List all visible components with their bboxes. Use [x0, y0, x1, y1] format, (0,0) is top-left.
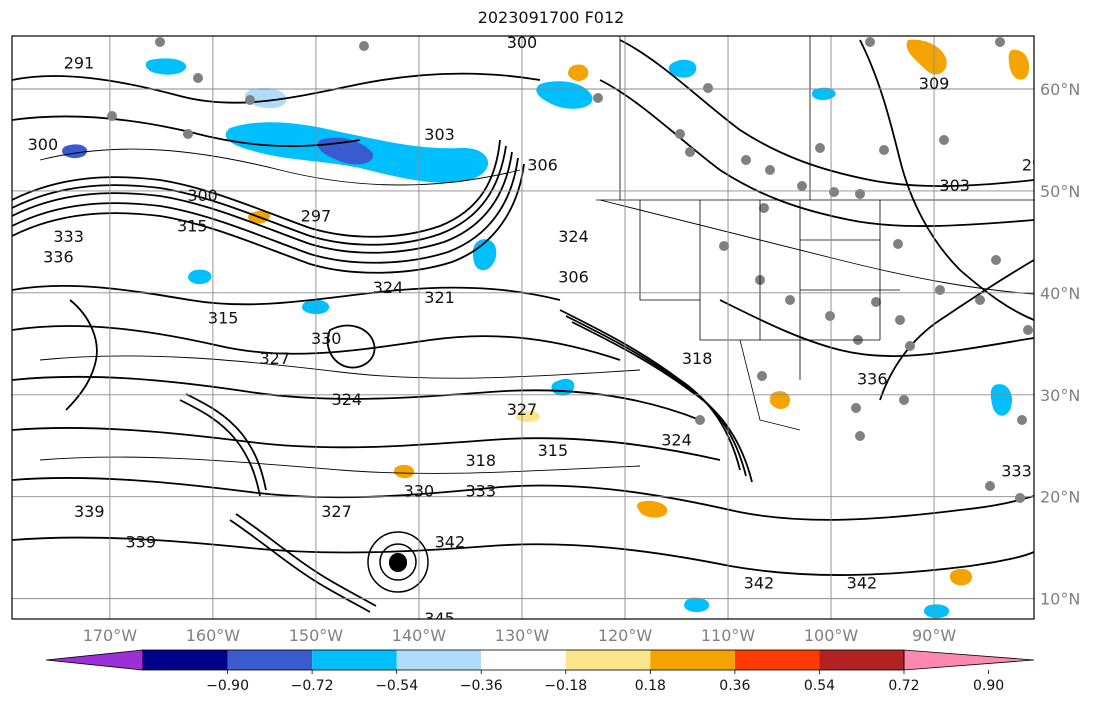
contour-label: 333 — [465, 482, 496, 501]
longitude-label: 100°W — [804, 626, 859, 645]
contour-label: 330 — [311, 329, 342, 348]
colorbar-bin — [565, 650, 651, 670]
longitude-label: 130°W — [495, 626, 550, 645]
latitude-label: 20°N — [1040, 488, 1080, 507]
contour-label: 339 — [126, 533, 157, 552]
storm-center-marker — [389, 554, 407, 572]
contour-label: 306 — [558, 268, 589, 287]
contour-label: 327 — [321, 502, 352, 521]
contour-label: 327 — [259, 349, 290, 368]
chart-title: 2023091700 F012 — [477, 8, 625, 27]
contour-label: 291 — [64, 54, 95, 73]
colorbar-tick-label: −0.72 — [291, 678, 334, 694]
colorbar-outline — [142, 649, 905, 671]
contour-label: 300 — [187, 186, 218, 205]
contour-label: 309 — [919, 74, 950, 93]
contour-label: 321 — [424, 288, 455, 307]
contour-labels: 2913003002973153333363243213153273303243… — [28, 33, 1073, 628]
contour-label: 294 — [1022, 156, 1053, 175]
contour-label: 324 — [661, 431, 692, 450]
contour-label: 342 — [847, 573, 878, 592]
colorbar-tick-label: 0.18 — [635, 678, 666, 694]
contour-label: 318 — [465, 451, 496, 470]
colorbar-tick-label: −0.90 — [206, 678, 249, 694]
map-frame — [11, 35, 1035, 620]
thin-contours — [39, 148, 1034, 474]
contour-label: 345 — [424, 609, 455, 628]
contour-label: 333 — [1001, 461, 1032, 480]
colorbar-bin — [481, 650, 566, 670]
colorbar-tick-label: −0.54 — [375, 678, 418, 694]
contour-label: 342 — [435, 533, 466, 552]
colorbar-tick-label: −0.36 — [460, 678, 503, 694]
longitude-label: 160°W — [186, 626, 241, 645]
contour-label: 324 — [332, 390, 363, 409]
colorbar-extend-low — [45, 649, 144, 671]
colorbar-bin — [650, 650, 735, 670]
contour-label: 324 — [373, 278, 404, 297]
latitude-label: 50°N — [1040, 182, 1080, 201]
contour-label: 318 — [682, 349, 713, 368]
contour-label: 336 — [857, 370, 888, 389]
colorbar-bin — [734, 650, 820, 670]
contour-label: 330 — [404, 482, 435, 501]
longitude-label: 120°W — [598, 626, 653, 645]
contour-label: 327 — [507, 400, 538, 419]
contour-label: 333 — [53, 227, 84, 246]
contour-label: 303 — [424, 125, 455, 144]
colorbar-tick-label: 0.72 — [888, 678, 919, 694]
latitude-label: 60°N — [1040, 80, 1080, 99]
longitude-label: 150°W — [289, 626, 344, 645]
contour-label: 315 — [538, 441, 569, 460]
colorbar-bin — [227, 650, 313, 670]
latitude-tick-labels: 60°N 50°N 40°N 30°N 20°N 10°N — [1040, 80, 1080, 609]
shading-positive — [248, 39, 1030, 586]
contour-label: 342 — [744, 573, 775, 592]
colorbar-tick-label: 0.90 — [973, 678, 1004, 694]
longitude-label: 90°W — [912, 626, 956, 645]
colorbar-tick-label: 0.54 — [804, 678, 835, 694]
colorbar-bin — [143, 650, 228, 670]
contour-label: 300 — [28, 135, 59, 154]
colorbar-tick-label: 0.36 — [719, 678, 750, 694]
colorbar: −0.90 −0.72 −0.54 −0.36 −0.18 0.18 0.36 0.54 0.7… — [45, 649, 1035, 694]
contour-label: 336 — [43, 247, 74, 266]
map-background — [12, 36, 1034, 619]
colorbar-extend-high — [903, 649, 1035, 671]
latitude-label: 10°N — [1040, 590, 1080, 609]
contour-label: 324 — [558, 227, 589, 246]
latitude-label: 30°N — [1040, 386, 1080, 405]
grid-lines — [12, 36, 1034, 619]
contour-label: 303 — [939, 176, 970, 195]
contour-label: 315 — [208, 308, 239, 327]
colorbar-bin — [396, 650, 482, 670]
longitude-label: 170°W — [83, 626, 138, 645]
contour-label: 339 — [74, 502, 105, 521]
longitude-label: 140°W — [392, 626, 447, 645]
contour-label: 291 — [1042, 54, 1073, 73]
latitude-label: 40°N — [1040, 284, 1080, 303]
station-dots — [107, 37, 1033, 503]
contour-label: 306 — [527, 156, 558, 175]
colorbar-bin — [819, 650, 904, 670]
longitude-tick-labels: 170°W 160°W 150°W 140°W 130°W 120°W 110°W 100°W… — [83, 626, 957, 645]
contour-label: 315 — [177, 217, 208, 236]
longitude-label: 110°W — [701, 626, 756, 645]
colorbar-tick-label: −0.18 — [544, 678, 587, 694]
colorbar-bin — [312, 650, 397, 670]
contour-label: 300 — [507, 33, 538, 52]
political-borders — [596, 36, 1034, 431]
contour-label: 297 — [301, 207, 332, 226]
